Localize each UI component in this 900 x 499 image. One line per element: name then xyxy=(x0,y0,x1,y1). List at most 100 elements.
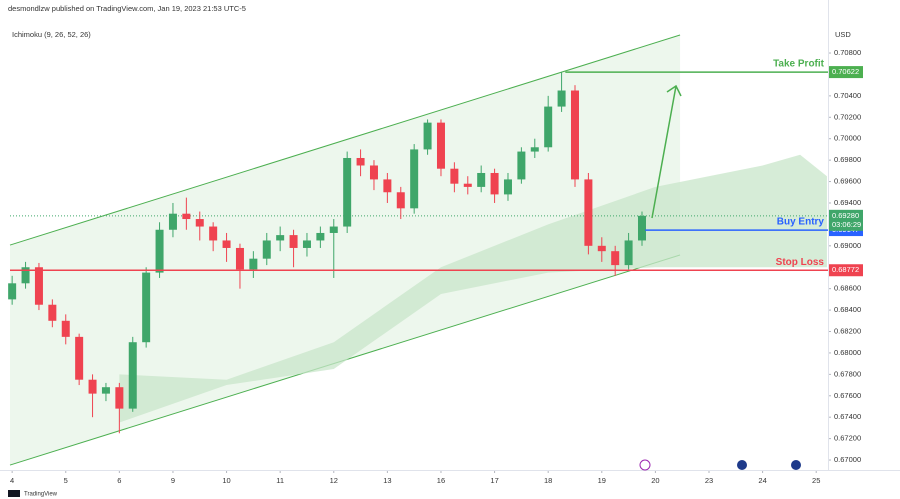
level-price-label: 0.70622 xyxy=(832,67,859,76)
x-tick-label: 10 xyxy=(222,476,230,485)
y-tick-label: 0.70200 xyxy=(834,112,861,121)
candle-body xyxy=(316,232,325,241)
candle-body xyxy=(530,147,539,152)
x-tick-label: 6 xyxy=(117,476,121,485)
y-tick-label: 0.69800 xyxy=(834,155,861,164)
candle-body xyxy=(235,247,244,270)
candle-body xyxy=(396,192,405,209)
candle-body xyxy=(182,213,191,220)
candle-body xyxy=(88,379,97,394)
x-tick-label: 18 xyxy=(544,476,552,485)
projection-arrow xyxy=(651,84,682,219)
last-price-label: 0.69280 xyxy=(832,211,859,220)
y-tick-label: 0.67800 xyxy=(834,369,861,378)
y-tick-label: 0.67400 xyxy=(834,412,861,421)
brand-logo xyxy=(8,490,20,497)
candle-body xyxy=(61,320,70,337)
candle-body xyxy=(557,90,566,107)
level-price-tag xyxy=(829,66,863,79)
candle-body xyxy=(356,157,365,166)
y-tick-label: 0.69400 xyxy=(834,198,861,207)
candle-body xyxy=(477,172,486,187)
countdown-label: 03:06:29 xyxy=(832,220,861,229)
back-layer xyxy=(9,34,831,473)
ichimoku-cloud xyxy=(119,154,827,423)
brand-name: TradingView xyxy=(24,492,58,498)
level-name: Stop Loss xyxy=(776,257,825,268)
level-name: Take Profit xyxy=(773,59,825,70)
level-price-tag xyxy=(829,264,863,277)
y-tick-label: 0.68000 xyxy=(834,348,861,357)
y-tick-label: 0.68200 xyxy=(834,326,861,335)
candle-body xyxy=(21,267,30,284)
candle-body xyxy=(597,245,606,252)
candle-body xyxy=(450,168,459,184)
candle-body xyxy=(369,165,378,180)
y-tick-label: 0.67200 xyxy=(834,434,861,443)
candle-body xyxy=(637,215,646,241)
candle-body xyxy=(584,179,593,246)
candle-body xyxy=(115,387,124,409)
candle-body xyxy=(289,235,298,248)
x-tick-label: 23 xyxy=(705,476,713,485)
header: desmondlzw published on TradingView.com,… xyxy=(8,4,246,13)
event-icon xyxy=(791,460,801,470)
candle-body xyxy=(128,342,137,409)
candle-body xyxy=(209,226,218,241)
event-icon xyxy=(737,460,747,470)
candle-body xyxy=(503,179,512,195)
candle-body xyxy=(410,149,419,209)
channel-line xyxy=(9,34,681,246)
x-tick-label: 5 xyxy=(64,476,68,485)
x-tick-label: 13 xyxy=(383,476,391,485)
level-price-label: 0.68772 xyxy=(832,265,859,274)
candle-body xyxy=(155,229,164,273)
candle-body xyxy=(75,336,84,380)
candle-body xyxy=(48,304,57,321)
candle-body xyxy=(624,240,633,266)
candle-body xyxy=(276,235,285,241)
candle-body xyxy=(611,251,620,266)
candle-body xyxy=(249,258,258,270)
unit-label: USD xyxy=(835,30,851,39)
candle-body xyxy=(343,157,352,227)
y-tick-label: 0.70800 xyxy=(834,48,861,57)
x-tick-label: 19 xyxy=(598,476,606,485)
y-tick-label: 0.67000 xyxy=(834,455,861,464)
candle-body xyxy=(463,183,472,187)
y-tick-label: 0.67600 xyxy=(834,391,861,400)
candle-body xyxy=(383,179,392,193)
channel-fill xyxy=(10,35,681,466)
y-tick-label: 0.69600 xyxy=(834,177,861,186)
candle-body xyxy=(517,151,526,180)
y-tick-label: 0.68600 xyxy=(834,284,861,293)
y-tick-label: 0.70000 xyxy=(834,134,861,143)
level-name: Buy Entry xyxy=(777,217,825,228)
x-tick-label: 9 xyxy=(171,476,175,485)
indicator-label: Ichimoku (9, 26, 52, 26) xyxy=(12,30,91,39)
candle-body xyxy=(8,283,17,300)
candle-body xyxy=(222,240,231,248)
candle-body xyxy=(570,90,579,180)
candle-body xyxy=(544,106,553,148)
candle-body xyxy=(423,122,432,150)
x-tick-label: 25 xyxy=(812,476,820,485)
x-tick-label: 17 xyxy=(490,476,498,485)
front-layer: Take Profit Buy Entry Stop Loss xyxy=(8,59,828,434)
candle-body xyxy=(101,387,110,394)
candle-body xyxy=(490,172,499,195)
event-icon xyxy=(639,459,651,471)
candle-body xyxy=(34,267,43,305)
candle-body xyxy=(302,240,311,248)
x-tick-label: 12 xyxy=(330,476,338,485)
x-tick-label: 11 xyxy=(276,476,284,485)
y-tick-label: 0.68400 xyxy=(834,305,861,314)
x-tick-label: 16 xyxy=(437,476,445,485)
candle-body xyxy=(195,219,204,227)
x-tick-label: 20 xyxy=(651,476,659,485)
candle-body xyxy=(436,122,445,169)
x-tick-label: 4 xyxy=(10,476,14,485)
candle-body xyxy=(142,272,151,343)
y-tick-label: 0.69000 xyxy=(834,241,861,250)
